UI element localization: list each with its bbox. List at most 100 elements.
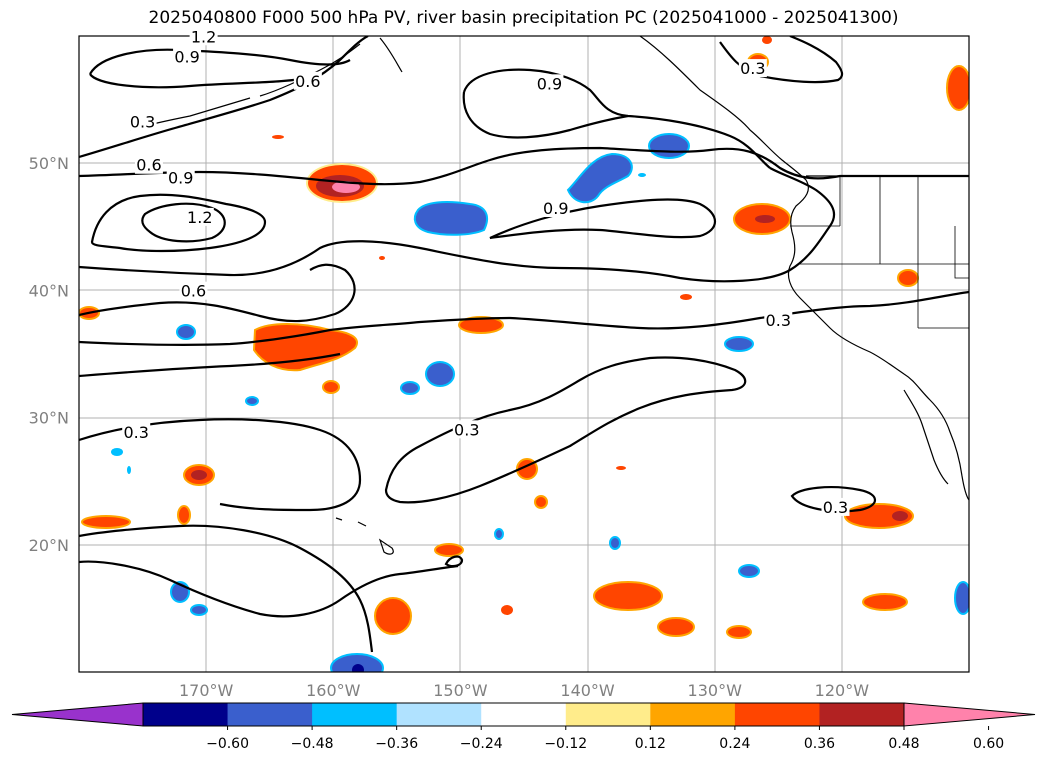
pv-contour — [79, 263, 356, 323]
precip-blob — [762, 36, 772, 44]
colorbar-segment — [312, 703, 398, 726]
pv-contour — [384, 356, 747, 504]
contour-label: 0.9 — [537, 74, 562, 93]
contour-label: 1.2 — [187, 208, 212, 227]
precip-blob — [566, 152, 633, 204]
contour-label-group: 0.6 — [293, 71, 322, 91]
colorbar-tick-label: 0.36 — [804, 736, 835, 752]
precip-blob — [862, 593, 908, 611]
pv-contour — [90, 193, 267, 253]
contour-label-group: 0.6 — [134, 155, 163, 175]
contour-label-background — [166, 168, 195, 187]
precip-blob — [501, 605, 513, 615]
precip-blob — [330, 653, 384, 672]
contour-label: 1.2 — [191, 27, 216, 46]
contour-label-group: 0.3 — [764, 310, 793, 330]
precip-blob — [81, 515, 131, 529]
pv-contour — [79, 167, 836, 283]
contour-label: 0.6 — [295, 72, 320, 91]
pv-contour — [89, 73, 321, 89]
precip-blob — [494, 528, 504, 540]
colorbar-tick-label: 0.48 — [888, 736, 919, 752]
precip-blob — [332, 181, 360, 193]
precip-blob — [593, 581, 663, 611]
contour-label-group: 1.2 — [185, 207, 214, 227]
contour-label-group: 0.3 — [122, 422, 151, 442]
longitude-labels: 170°W 160°W 150°W 140°W 130°W 120°W — [179, 681, 869, 700]
contour-label: 0.3 — [454, 420, 479, 439]
pv-contour — [79, 524, 374, 653]
pv-contour — [790, 486, 877, 513]
baja-coast — [903, 389, 949, 485]
hawaii-islands — [335, 517, 394, 555]
colorbar-tick-label: −0.12 — [544, 736, 587, 752]
contour-label-background — [764, 310, 793, 329]
precip-blob — [638, 173, 646, 177]
colorbar-outline — [142, 702, 905, 727]
precip-blob — [190, 604, 208, 616]
colorbar-segment — [565, 703, 651, 726]
colorbar-segment — [143, 703, 229, 726]
precip-blob — [892, 511, 908, 521]
pv-contour — [79, 146, 969, 186]
latitude-label: 50°N — [29, 154, 69, 173]
contour-label-background — [452, 420, 481, 439]
precip-blob — [111, 448, 123, 456]
pv-contour — [79, 560, 459, 618]
precip-blob — [616, 466, 626, 470]
contour-label: 0.9 — [543, 199, 568, 218]
longitude-label: 140°W — [560, 681, 615, 700]
map-frame — [78, 35, 970, 673]
colorbar-tick-label: −0.24 — [460, 736, 503, 752]
pv-contours — [79, 36, 969, 653]
contour-label-group: 0.3 — [738, 59, 767, 78]
north-america-coast — [639, 36, 969, 501]
latitude-label: 20°N — [29, 536, 69, 555]
precip-blob — [272, 135, 284, 139]
colorbar-tick-label: −0.48 — [291, 736, 334, 752]
precip-blob — [648, 133, 690, 159]
precip-blob — [379, 256, 385, 260]
longitude-label: 150°W — [433, 681, 488, 700]
pv-contour — [489, 198, 717, 240]
contour-label: 0.9 — [174, 48, 199, 67]
contour-label-background — [738, 59, 767, 78]
contour-label-background — [128, 112, 157, 131]
contour-label: 0.3 — [123, 423, 148, 442]
precip-blob — [400, 381, 420, 395]
contour-label-group: 0.9 — [166, 168, 195, 187]
contour-label-background — [173, 47, 202, 66]
contour-label: 0.3 — [823, 498, 848, 517]
pv-contour — [89, 48, 351, 75]
contour-label-background — [293, 71, 322, 90]
precip-blob — [127, 466, 131, 474]
contour-label: 0.3 — [766, 311, 791, 330]
colorbar-segment — [819, 703, 905, 726]
state-borders — [790, 176, 969, 329]
coastlines — [129, 36, 969, 555]
pv-contour — [79, 352, 341, 378]
contour-label: 0.6 — [136, 156, 161, 175]
gridlines — [79, 36, 969, 672]
contour-label-background — [541, 198, 570, 217]
contour-labels: 1.2 0.9 0.6 0.3 0.6 0.9 1.2 0.6 0.9 0.3 0.9 0.3 0.3 0… — [122, 27, 850, 517]
precip-blob — [755, 215, 775, 223]
contour-label: 0.3 — [130, 112, 155, 131]
contour-label-background — [535, 74, 564, 93]
contour-label-group: 0.9 — [535, 74, 564, 93]
precip-blob — [458, 316, 504, 334]
colorbar-tick-label: 0.12 — [635, 736, 666, 752]
latitude-labels: 50°N 40°N 30°N 20°N — [29, 154, 69, 555]
colorbar-segment — [227, 703, 313, 726]
colorbar-extend-min — [11, 702, 144, 727]
contour-label-background — [185, 207, 214, 226]
precip-blob — [680, 294, 692, 300]
contour-label-background — [122, 422, 151, 441]
latitude-label: 30°N — [29, 409, 69, 428]
precip-blob — [252, 323, 358, 372]
pv-contour — [79, 418, 362, 512]
map-title: 2025040800 F000 500 hPa PV, river basin … — [148, 8, 899, 28]
contour-label-group: 0.3 — [821, 497, 850, 517]
contour-label-group: 1.2 — [189, 27, 218, 46]
